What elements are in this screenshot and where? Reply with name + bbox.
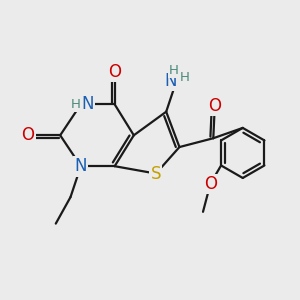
Text: H: H (169, 64, 179, 77)
Text: H: H (180, 71, 190, 84)
Text: O: O (208, 97, 221, 115)
Text: O: O (204, 175, 217, 193)
Text: N: N (164, 72, 177, 90)
Text: H: H (70, 98, 80, 111)
Text: O: O (21, 126, 34, 144)
Text: S: S (151, 165, 161, 183)
Text: O: O (108, 63, 121, 81)
Text: N: N (75, 157, 87, 175)
Text: N: N (81, 95, 94, 113)
